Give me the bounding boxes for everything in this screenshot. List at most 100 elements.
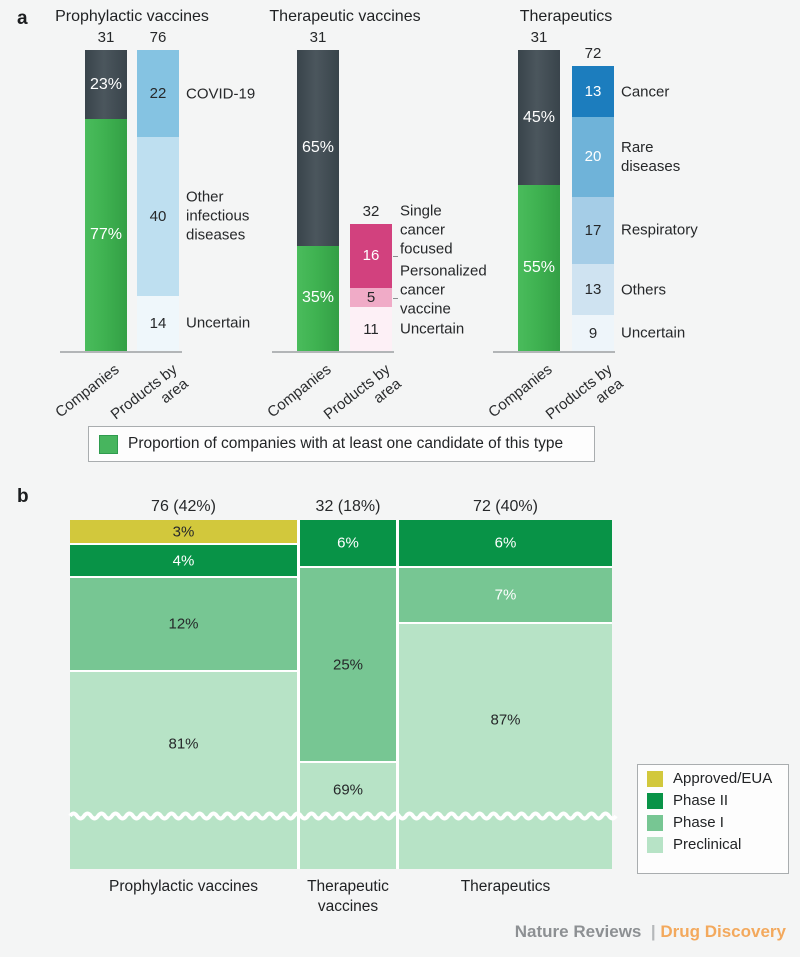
- bar-segment: 9: [572, 315, 614, 351]
- column-label: Therapeutics: [460, 878, 551, 895]
- segment-percent: 45%: [522, 108, 556, 126]
- bar-total: 76: [149, 29, 167, 46]
- bar-segment: 55%: [518, 185, 560, 351]
- legend-label: Preclinical: [673, 836, 742, 853]
- panel-b-legend: Approved/EUA Phase II Phase I Preclinical: [637, 764, 789, 874]
- column-label: Prophylactic vaccines: [108, 878, 259, 895]
- segment-percent: 55%: [522, 259, 556, 277]
- bar-segment: 65%: [297, 50, 339, 246]
- bar-segment: 35%: [297, 245, 339, 351]
- mosaic-segment: 87%: [399, 624, 612, 869]
- segment-value: 16: [362, 247, 380, 265]
- segment-percent: 81%: [168, 735, 199, 753]
- segment-annotation: Uncertain: [400, 320, 465, 338]
- panel-a-chart: Prophylactic vaccines 31 23% 77% 76 22 40 14 COV…: [0, 0, 800, 478]
- bar-total: 31: [309, 29, 327, 46]
- products-bar: 22 40 14: [137, 50, 179, 351]
- legend-label: Phase II: [673, 792, 729, 809]
- segment-annotation: Rare diseases: [621, 138, 681, 175]
- legend-row: Preclinical: [647, 836, 788, 853]
- segment-value: 13: [584, 83, 602, 101]
- leader-line: [393, 297, 398, 299]
- bar-total: 32: [362, 203, 380, 221]
- mosaic-segment: 81%: [70, 672, 297, 869]
- segment-percent: 7%: [494, 586, 517, 604]
- companies-bar: 23% 77%: [85, 50, 127, 351]
- group-title: Therapeutics: [519, 8, 613, 25]
- bar-segment: 13: [572, 65, 614, 118]
- bar-segment: 17: [572, 196, 614, 264]
- legend-swatch-green: [99, 434, 118, 454]
- segment-percent: 6%: [337, 534, 359, 552]
- legend-swatch-approved: [647, 770, 663, 787]
- legend-swatch-preclinical: [647, 836, 663, 853]
- legend-row: Phase I: [647, 814, 788, 831]
- segment-value: 17: [584, 221, 602, 239]
- segment-percent: 65%: [301, 138, 335, 156]
- segment-percent: 6%: [494, 534, 517, 552]
- segment-percent: 69%: [332, 781, 364, 798]
- bar-total: 72: [584, 44, 602, 62]
- column-header: 76 (42%): [151, 498, 216, 515]
- companies-bar: 65% 35%: [297, 50, 339, 351]
- x-axis-label-products: Products by area: [107, 361, 192, 424]
- segment-value: 14: [149, 314, 167, 332]
- segment-annotation: Personalized cancer vaccine: [400, 262, 487, 318]
- products-bar: 13 20 17 13 9: [572, 65, 614, 351]
- segment-value: 22: [149, 85, 167, 103]
- mosaic-segment: 6%: [300, 520, 396, 566]
- segment-value: 9: [588, 324, 598, 342]
- axis-line: [493, 351, 615, 353]
- bar-segment: 13: [572, 263, 614, 316]
- legend-label: Approved/EUA: [673, 770, 773, 787]
- segment-annotation: Respiratory: [621, 221, 698, 239]
- segment-percent: 4%: [172, 552, 195, 569]
- footer-separator: |: [646, 922, 661, 941]
- mosaic-segment: 4%: [70, 545, 297, 576]
- bar-segment: 16: [350, 224, 392, 288]
- segment-percent: 23%: [89, 75, 123, 93]
- bar-segment: 45%: [518, 50, 560, 186]
- group-title: Prophylactic vaccines: [55, 8, 209, 25]
- panel-a-legend: Proportion of companies with at least on…: [88, 426, 595, 462]
- segment-percent: 25%: [332, 656, 364, 673]
- mosaic-area: 3% 4% 12% 81% 6% 25% 69% 6% 7% 87%: [70, 520, 612, 869]
- x-axis-label-products: Products by area: [542, 361, 627, 424]
- column-label: Therapeutic vaccines: [307, 878, 389, 915]
- legend-row: Approved/EUA: [647, 770, 788, 787]
- segment-annotation: Cancer: [621, 83, 670, 101]
- segment-value: 11: [363, 320, 379, 338]
- companies-bar: 45% 55%: [518, 50, 560, 351]
- segment-annotation: Other infectious diseases: [186, 188, 250, 244]
- segment-percent: 87%: [490, 711, 521, 729]
- mosaic-segment: 6%: [399, 520, 612, 566]
- bar-segment: 77%: [85, 119, 127, 351]
- legend-a-text: Proportion of companies with at least on…: [128, 435, 564, 452]
- leader-line: [393, 255, 398, 257]
- segment-value: 20: [584, 148, 602, 166]
- segment-value: 13: [584, 281, 602, 299]
- products-bar: 16 5 11: [350, 224, 392, 351]
- legend-swatch-phase1: [647, 814, 663, 831]
- bar-segment: 5: [350, 287, 392, 308]
- bar-total: 31: [530, 29, 548, 46]
- mosaic-segment: 3%: [70, 520, 297, 543]
- bar-segment: 22: [137, 50, 179, 138]
- mosaic-column: 3% 4% 12% 81%: [70, 520, 297, 869]
- mosaic-column: 6% 7% 87%: [399, 520, 612, 869]
- segment-annotation: Others: [621, 281, 667, 299]
- column-header: 32 (18%): [315, 498, 381, 515]
- bar-segment: 14: [137, 295, 179, 351]
- segment-percent: 12%: [168, 615, 199, 633]
- segment-annotation: Uncertain: [621, 324, 686, 342]
- axis-line: [272, 351, 394, 353]
- segment-annotation: COVID-19: [186, 85, 256, 103]
- journal-footer: Nature Reviews | Drug Discovery: [515, 922, 786, 942]
- segment-value: 40: [149, 207, 167, 225]
- axis-line: [60, 351, 182, 353]
- legend-swatch-phase2: [647, 792, 663, 809]
- panel-b-chart: 3% 4% 12% 81% 6% 25% 69% 6% 7% 87% 76 (42%) Prophyl…: [68, 498, 618, 922]
- mosaic-segment: 25%: [300, 568, 396, 761]
- group-title: Therapeutic vaccines: [269, 8, 421, 25]
